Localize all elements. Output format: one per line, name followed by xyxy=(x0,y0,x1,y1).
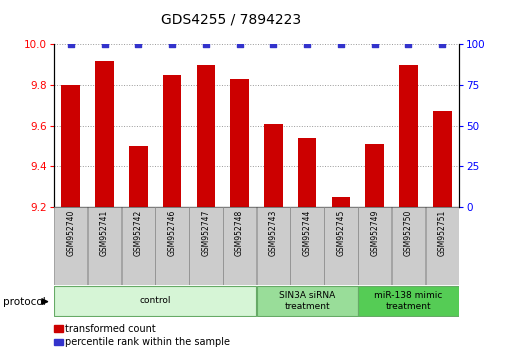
Text: GSM952751: GSM952751 xyxy=(438,210,447,256)
Point xyxy=(168,41,176,47)
Bar xyxy=(290,207,324,285)
Text: GSM952749: GSM952749 xyxy=(370,210,379,256)
Text: GSM952745: GSM952745 xyxy=(337,210,345,256)
Point xyxy=(134,41,143,47)
Bar xyxy=(425,207,459,285)
Bar xyxy=(155,207,189,285)
Bar xyxy=(256,207,290,285)
Bar xyxy=(88,207,121,285)
Bar xyxy=(392,207,425,285)
Bar xyxy=(189,207,223,285)
Text: GSM952747: GSM952747 xyxy=(201,210,210,256)
Bar xyxy=(122,207,155,285)
Text: GSM952748: GSM952748 xyxy=(235,210,244,256)
Bar xyxy=(95,61,114,207)
Bar xyxy=(54,286,256,316)
Text: protocol: protocol xyxy=(3,297,45,307)
Bar xyxy=(54,207,88,285)
Text: GSM952750: GSM952750 xyxy=(404,210,413,256)
Bar xyxy=(365,144,384,207)
Bar xyxy=(358,286,459,316)
Bar xyxy=(399,65,418,207)
Point xyxy=(235,41,244,47)
Text: GDS4255 / 7894223: GDS4255 / 7894223 xyxy=(161,12,301,27)
Text: GSM952742: GSM952742 xyxy=(134,210,143,256)
Point xyxy=(67,41,75,47)
Bar xyxy=(358,207,391,285)
Bar xyxy=(129,146,148,207)
Text: control: control xyxy=(140,296,171,306)
Bar xyxy=(230,79,249,207)
Bar xyxy=(223,207,256,285)
Bar xyxy=(298,138,317,207)
Text: GSM952744: GSM952744 xyxy=(303,210,312,256)
Text: GSM952740: GSM952740 xyxy=(66,210,75,256)
Text: GSM952746: GSM952746 xyxy=(168,210,176,256)
Text: percentile rank within the sample: percentile rank within the sample xyxy=(65,337,230,347)
Bar xyxy=(163,75,182,207)
Bar xyxy=(331,197,350,207)
Point xyxy=(404,41,412,47)
Point xyxy=(202,41,210,47)
Bar xyxy=(256,286,358,316)
Bar xyxy=(62,85,80,207)
Point xyxy=(101,41,109,47)
Text: transformed count: transformed count xyxy=(65,324,156,333)
Text: GSM952741: GSM952741 xyxy=(100,210,109,256)
Point xyxy=(303,41,311,47)
Point xyxy=(337,41,345,47)
Bar xyxy=(196,65,215,207)
Point xyxy=(370,41,379,47)
Text: SIN3A siRNA
treatment: SIN3A siRNA treatment xyxy=(279,291,336,310)
Bar xyxy=(433,112,451,207)
Bar xyxy=(324,207,358,285)
Point xyxy=(438,41,446,47)
Text: miR-138 mimic
treatment: miR-138 mimic treatment xyxy=(374,291,443,310)
Bar xyxy=(264,124,283,207)
Text: GSM952743: GSM952743 xyxy=(269,210,278,256)
Point xyxy=(269,41,278,47)
